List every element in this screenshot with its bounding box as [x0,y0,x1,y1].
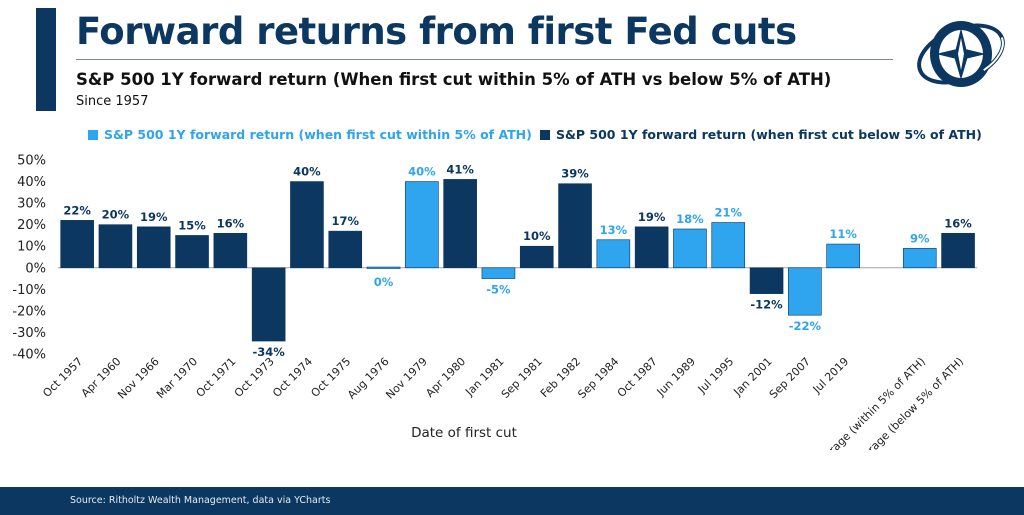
bar-value-label: 17% [331,214,359,228]
bar [558,183,592,269]
bar-value-label: 18% [676,212,704,226]
bar-value-label: 21% [714,206,742,220]
y-tick-label: -20% [12,304,46,319]
legend-item-within: S&P 500 1Y forward return (when first cu… [88,127,532,142]
bar [481,267,516,279]
bar-value-label: 10% [523,229,551,243]
bar [405,181,439,269]
bar [366,266,401,269]
x-tick-label: Apr 1980 [423,355,468,400]
bar-value-label: 16% [944,216,972,230]
y-tick-label: 30% [17,197,46,212]
x-tick-label: Oct 1957 [40,355,85,400]
bar [749,267,784,294]
page-title: Forward returns from first Fed cuts [76,10,797,53]
bar-value-label: 39% [561,167,589,181]
bar [443,179,477,269]
bar [596,239,631,269]
bar [634,226,669,269]
chart-subtitle: S&P 500 1Y forward return (When first cu… [76,70,832,89]
bar [519,245,554,269]
since-note: Since 1957 [76,94,149,109]
bar [60,220,94,269]
x-tick-label: Sep 1984 [575,355,621,401]
x-tick-label: Oct 1987 [615,355,660,400]
x-tick-label: Jul 1995 [695,355,737,397]
x-tick-label: Sep 1981 [499,355,545,401]
bar-value-label: 41% [446,162,474,176]
x-tick-label: Jul 2019 [810,355,852,397]
bar-value-label: 20% [102,208,130,222]
y-tick-label: -40% [12,348,46,363]
bar [826,243,860,269]
bar-value-label: 19% [638,210,666,224]
title-accent-bar [36,8,56,111]
y-tick-label: 0% [25,261,46,276]
x-tick-label: Mar 1970 [154,355,200,401]
bar [98,224,133,269]
x-tick-label: Oct 1974 [270,355,315,400]
bar [788,267,822,316]
legend-label-below: S&P 500 1Y forward return (when first cu… [556,127,982,142]
bar-value-label: 19% [140,210,168,224]
y-tick-label: 20% [17,218,46,233]
bar [136,226,171,269]
bar [673,228,707,269]
title-divider [76,59,893,60]
legend-item-below: S&P 500 1Y forward return (when first cu… [540,127,982,142]
bar-value-label: -12% [750,298,783,312]
bar [290,181,324,269]
y-tick-label: 10% [17,240,46,255]
x-axis-title: Date of first cut [411,425,517,441]
bar-value-label: 0% [374,275,394,289]
legend-label-within: S&P 500 1Y forward return (when first cu… [104,127,532,142]
bar-value-label: 13% [600,223,628,237]
bar [251,267,286,342]
x-tick-label: Oct 1973 [232,355,277,400]
bar-value-label: 22% [63,203,91,217]
bar-value-label: 16% [217,216,245,230]
x-tick-label: Jun 1989 [654,355,698,399]
bar-value-label: 15% [178,218,206,232]
footer-bar: Source: Ritholtz Wealth Management, data… [0,487,1024,515]
x-tick-label: Nov 1979 [383,355,430,402]
bar-value-label: 9% [910,231,930,245]
bar-value-label: -22% [789,319,822,333]
bar-chart: 50% 40% 30% 20% 10% 0% -10% -20% -30% -40% 22% 20% 1… [12,154,978,450]
bar-value-label: 40% [408,165,436,179]
y-tick-label: 50% [17,154,46,169]
bar-value-label: 40% [293,165,321,179]
compass-logo-icon [917,21,1005,87]
bar [175,235,209,269]
chart-legend: S&P 500 1Y forward return (when first cu… [0,127,1024,147]
y-tick-label: -10% [12,283,46,298]
bar-value-label: -34% [252,345,285,359]
bar [902,248,937,269]
legend-swatch-within [88,129,98,140]
bar [328,230,363,269]
x-tick-label: Oct 1971 [194,355,239,400]
y-tick-label: -30% [12,326,46,341]
bar-value-label: 11% [829,227,857,241]
y-tick-label: 40% [17,175,46,190]
x-tick-label: Nov 1966 [115,355,162,402]
bar [213,232,248,269]
source-note: Source: Ritholtz Wealth Management, data… [70,495,331,506]
bar-value-label: -5% [486,283,511,297]
bar [711,222,746,269]
x-tick-label: Sep 2007 [767,355,813,401]
legend-swatch-below [540,129,550,140]
bar [941,232,975,269]
